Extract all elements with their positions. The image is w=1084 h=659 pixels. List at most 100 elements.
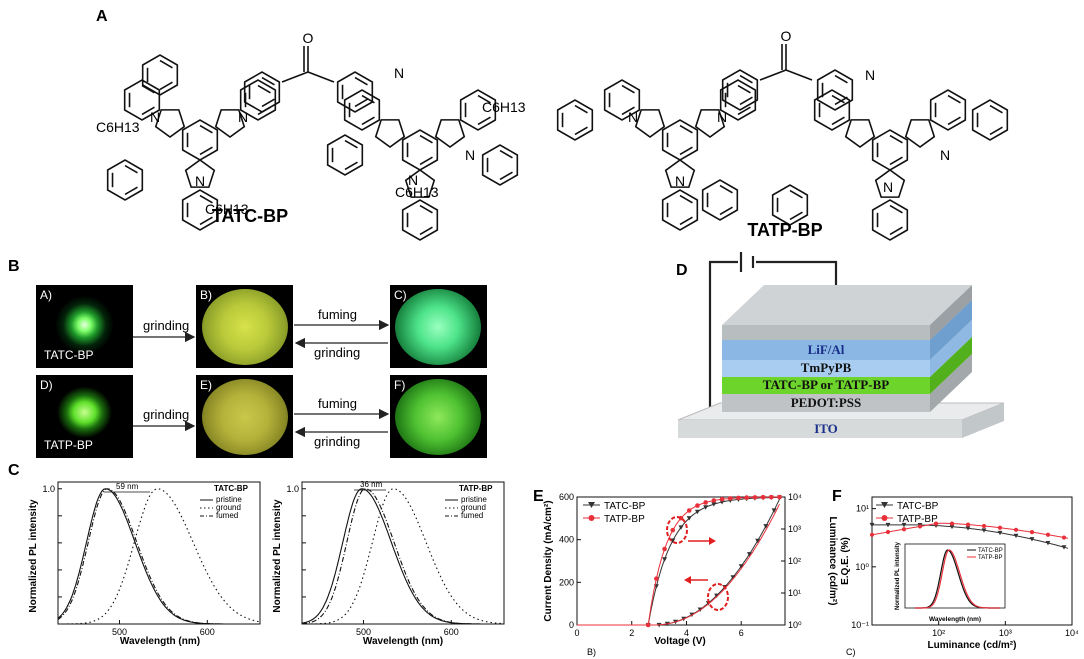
ring-18-double-bond [261,98,275,108]
e-luminance-point [703,505,709,510]
photo-tatp-pristine: D) TATP-BP [36,375,133,458]
pyrrole-ring-29 [904,119,936,148]
e-xtick-0: 0 [574,628,579,638]
c1-xlabel: Wavelength (nm) [120,636,200,647]
substituent-hexyl-1: C6H13 [96,119,140,135]
e-current-point [763,524,769,529]
f-inset-xtick-0: 400 [905,611,914,617]
bond [281,71,309,83]
e-ytick-right-4: 10⁴ [788,492,802,502]
photo-tatc-fumed: C) [390,285,487,368]
e-luminance-point [678,525,684,530]
ring-8-double-bond [159,59,173,69]
c2-title: TATP-BP [459,484,493,493]
nitrogen-atom: N [883,179,893,195]
c1-annotation: 59 nm [116,482,139,491]
f-eqe-point [933,521,939,526]
ring-7 [106,159,144,201]
pyrrole-ring-25 [664,159,696,188]
e-luminance-point [777,494,782,500]
ring-7-double-bond [124,164,138,174]
e-xtick-2: 4 [684,628,689,638]
f-eqe-point [1045,540,1051,546]
c2-ylabel: Normalized PL intensity [272,499,283,613]
e-luminance-point [662,557,668,562]
ring-16-double-bond [344,161,358,171]
ring-26-double-bond [679,194,693,204]
f-eqe-point [917,524,923,529]
panel-label-c: C [8,462,20,479]
f-eqe-TATP-BP [871,522,1069,539]
f-inset-legend-1: TATP-BP [978,555,1002,561]
label-grinding-2: grinding [143,407,190,422]
e-xtick-3: 6 [739,628,744,638]
c1-xtick-1: 600 [200,627,215,637]
layer-label-tmpy: TmPyPB [800,360,852,375]
substituent-hexyl-4: C6H13 [395,184,439,200]
f-eqe-point [1013,533,1019,539]
ring-13-double-bond [361,116,375,126]
f-xlabel: Luminance (cd/m²) [928,640,1017,651]
e-ytick-right-1: 10¹ [788,588,801,598]
f-eqe-point [901,522,907,528]
pyrrole-ring-14 [404,169,436,198]
nitrogen-atom: N [238,109,248,125]
c1-ytick-5: 1.0 [42,484,55,494]
ring-26 [661,189,699,231]
e-legend-marker-1 [588,515,595,521]
e-highlight-current [707,583,729,611]
c1-frame [57,481,261,625]
ring-9-double-bond [419,156,433,166]
f-eqe-point [1061,545,1067,550]
ring-0-double-bond [199,146,213,156]
mol-name-tatp-bp: TATP-BP [747,220,822,240]
ring-20-double-bond [679,124,693,134]
e-current-point [771,508,777,513]
bond [785,69,813,81]
f-eqe-point [869,522,875,528]
ring-36-double-bond [834,96,848,106]
e-arrowhead-left [684,576,691,584]
e-current-point [730,575,736,580]
photo-tatc-ground: B) [196,285,293,368]
ring-24-double-bond [737,106,751,116]
f-eqe-point [885,522,891,528]
e-current-point [755,538,761,544]
ring-6-double-bond [199,194,213,204]
e-ytick-right-0: 10⁰ [788,620,802,630]
ring-35 [721,69,759,111]
pyrrole-ring-33 [874,169,906,198]
ring-11-double-bond [477,94,491,104]
ring-2-double-bond [141,106,155,116]
ring-7-double-bond [124,186,138,196]
e-luminance-point [662,546,667,552]
bond [307,71,335,83]
f-xtick-2: 10⁴ [1065,628,1079,638]
ring-16 [326,134,364,176]
layer-label-pedot: PEDOT:PSS [790,395,862,410]
ring-6-double-bond [199,216,213,226]
substituent-hexyl-2: C6H13 [205,201,249,217]
panel-label-a: A [96,8,108,25]
c1-legend-1: ground [216,503,241,512]
f-eqe-point [1061,535,1067,540]
e-legend-marker-0 [588,502,595,508]
c2-legend-0: pristine [461,495,487,504]
nitrogen-atom: N [628,109,638,125]
f-eqe-point [981,528,987,533]
ring-4 [239,79,277,121]
dish-green [395,379,481,455]
ring-22 [603,79,641,121]
ring-8 [141,54,179,96]
e-luminance-point [711,502,717,507]
photo-label-c: C) [394,288,407,302]
ring-34-double-bond [889,226,903,236]
f-eqe-point [1029,530,1035,535]
f-xtick-1: 10³ [999,628,1012,638]
ring-22-double-bond [621,106,635,116]
label-fuming-2: fuming [318,396,358,411]
c1-legend-2: fumed [216,511,238,520]
f-inset-xtick-3: 700 [980,611,989,617]
